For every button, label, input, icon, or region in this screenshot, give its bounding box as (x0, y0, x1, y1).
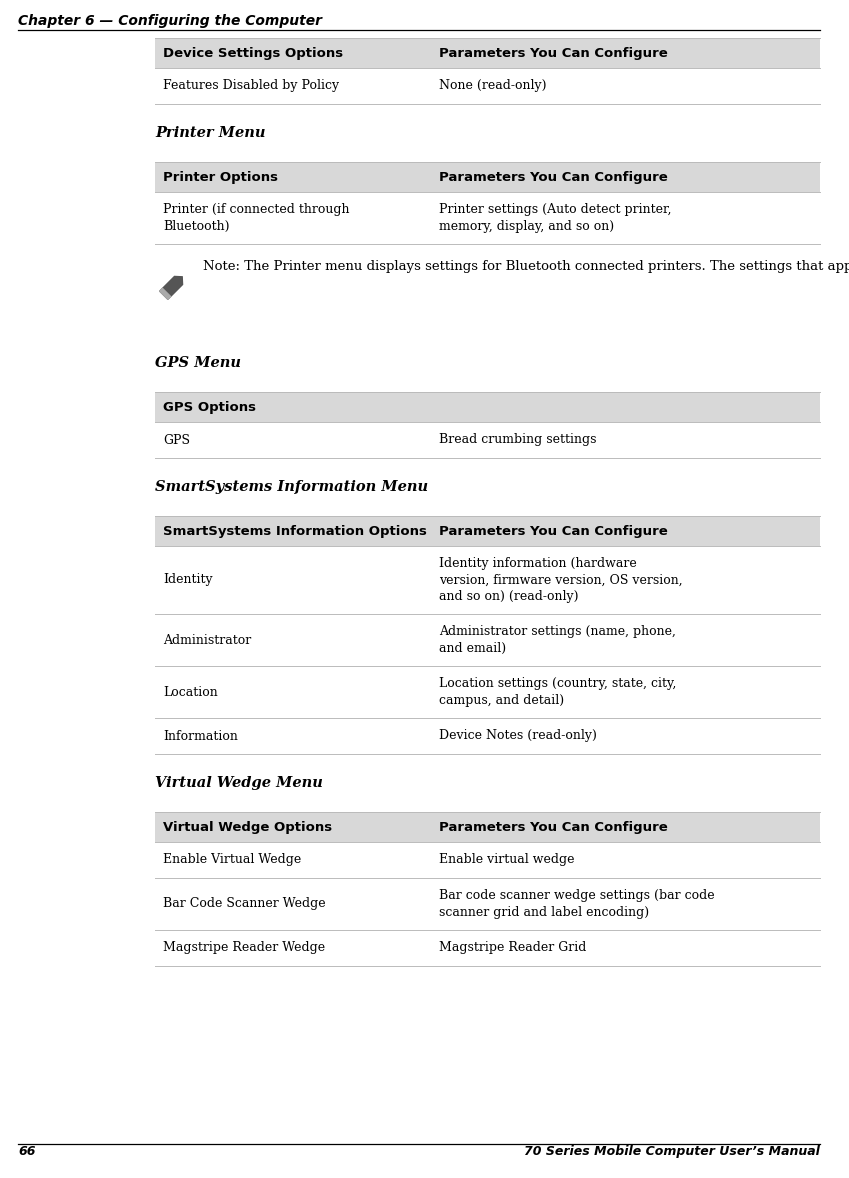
Text: Virtual Wedge Menu: Virtual Wedge Menu (155, 776, 323, 790)
Bar (155, 614, 820, 666)
Bar (155, 929, 820, 966)
Bar (155, 163, 820, 192)
Text: Bread crumbing settings: Bread crumbing settings (439, 434, 597, 446)
Text: Magstripe Reader Grid: Magstripe Reader Grid (439, 941, 587, 954)
Bar (155, 545, 820, 614)
Text: GPS: GPS (163, 434, 190, 446)
Text: GPS Options: GPS Options (163, 401, 256, 413)
Bar (155, 516, 820, 545)
Text: Printer settings (Auto detect printer,
memory, display, and so on): Printer settings (Auto detect printer, m… (439, 204, 672, 233)
Polygon shape (160, 277, 183, 299)
Text: Magstripe Reader Wedge: Magstripe Reader Wedge (163, 941, 325, 954)
Text: Identity information (hardware
version, firmware version, OS version,
and so on): Identity information (hardware version, … (439, 557, 683, 603)
Text: Administrator: Administrator (163, 634, 251, 647)
Text: Parameters You Can Configure: Parameters You Can Configure (439, 46, 667, 60)
Text: Bar Code Scanner Wedge: Bar Code Scanner Wedge (163, 898, 326, 911)
Bar (155, 878, 820, 929)
Text: Identity: Identity (163, 574, 212, 587)
Text: GPS Menu: GPS Menu (155, 356, 241, 370)
Text: Note: The Printer menu displays settings for Bluetooth connected printers. The s: Note: The Printer menu displays settings… (203, 260, 849, 273)
Bar (155, 392, 820, 422)
Bar (155, 719, 820, 754)
Text: Device Settings Options: Device Settings Options (163, 46, 343, 60)
Bar (155, 38, 820, 68)
Text: Parameters You Can Configure: Parameters You Can Configure (439, 171, 667, 184)
Bar (155, 842, 820, 878)
Bar (155, 666, 820, 719)
Bar (155, 812, 820, 842)
Bar (155, 192, 820, 244)
Text: 70 Series Mobile Computer User’s Manual: 70 Series Mobile Computer User’s Manual (524, 1145, 820, 1158)
Text: Parameters You Can Configure: Parameters You Can Configure (439, 821, 667, 834)
Text: Virtual Wedge Options: Virtual Wedge Options (163, 821, 332, 834)
Text: Parameters You Can Configure: Parameters You Can Configure (439, 524, 667, 537)
Polygon shape (160, 289, 171, 299)
Text: Printer (if connected through
Bluetooth): Printer (if connected through Bluetooth) (163, 204, 350, 233)
Text: Information: Information (163, 729, 238, 742)
Text: 66: 66 (18, 1145, 36, 1158)
Text: Enable virtual wedge: Enable virtual wedge (439, 854, 575, 867)
Text: Enable Virtual Wedge: Enable Virtual Wedge (163, 854, 301, 867)
Text: Chapter 6 — Configuring the Computer: Chapter 6 — Configuring the Computer (18, 14, 322, 28)
Text: Administrator settings (name, phone,
and email): Administrator settings (name, phone, and… (439, 626, 676, 655)
Text: SmartSystems Information Options: SmartSystems Information Options (163, 524, 427, 537)
Text: Device Notes (read-only): Device Notes (read-only) (439, 729, 597, 742)
Text: None (read-only): None (read-only) (439, 79, 547, 93)
Text: Location: Location (163, 686, 217, 699)
Text: Features Disabled by Policy: Features Disabled by Policy (163, 79, 339, 93)
Text: Bar code scanner wedge settings (bar code
scanner grid and label encoding): Bar code scanner wedge settings (bar cod… (439, 889, 715, 919)
Text: Printer Menu: Printer Menu (155, 126, 266, 140)
Text: Location settings (country, state, city,
campus, and detail): Location settings (country, state, city,… (439, 677, 677, 707)
Bar (155, 422, 820, 458)
Bar (155, 68, 820, 104)
Text: Printer Options: Printer Options (163, 171, 278, 184)
Text: SmartSystems Information Menu: SmartSystems Information Menu (155, 479, 428, 494)
